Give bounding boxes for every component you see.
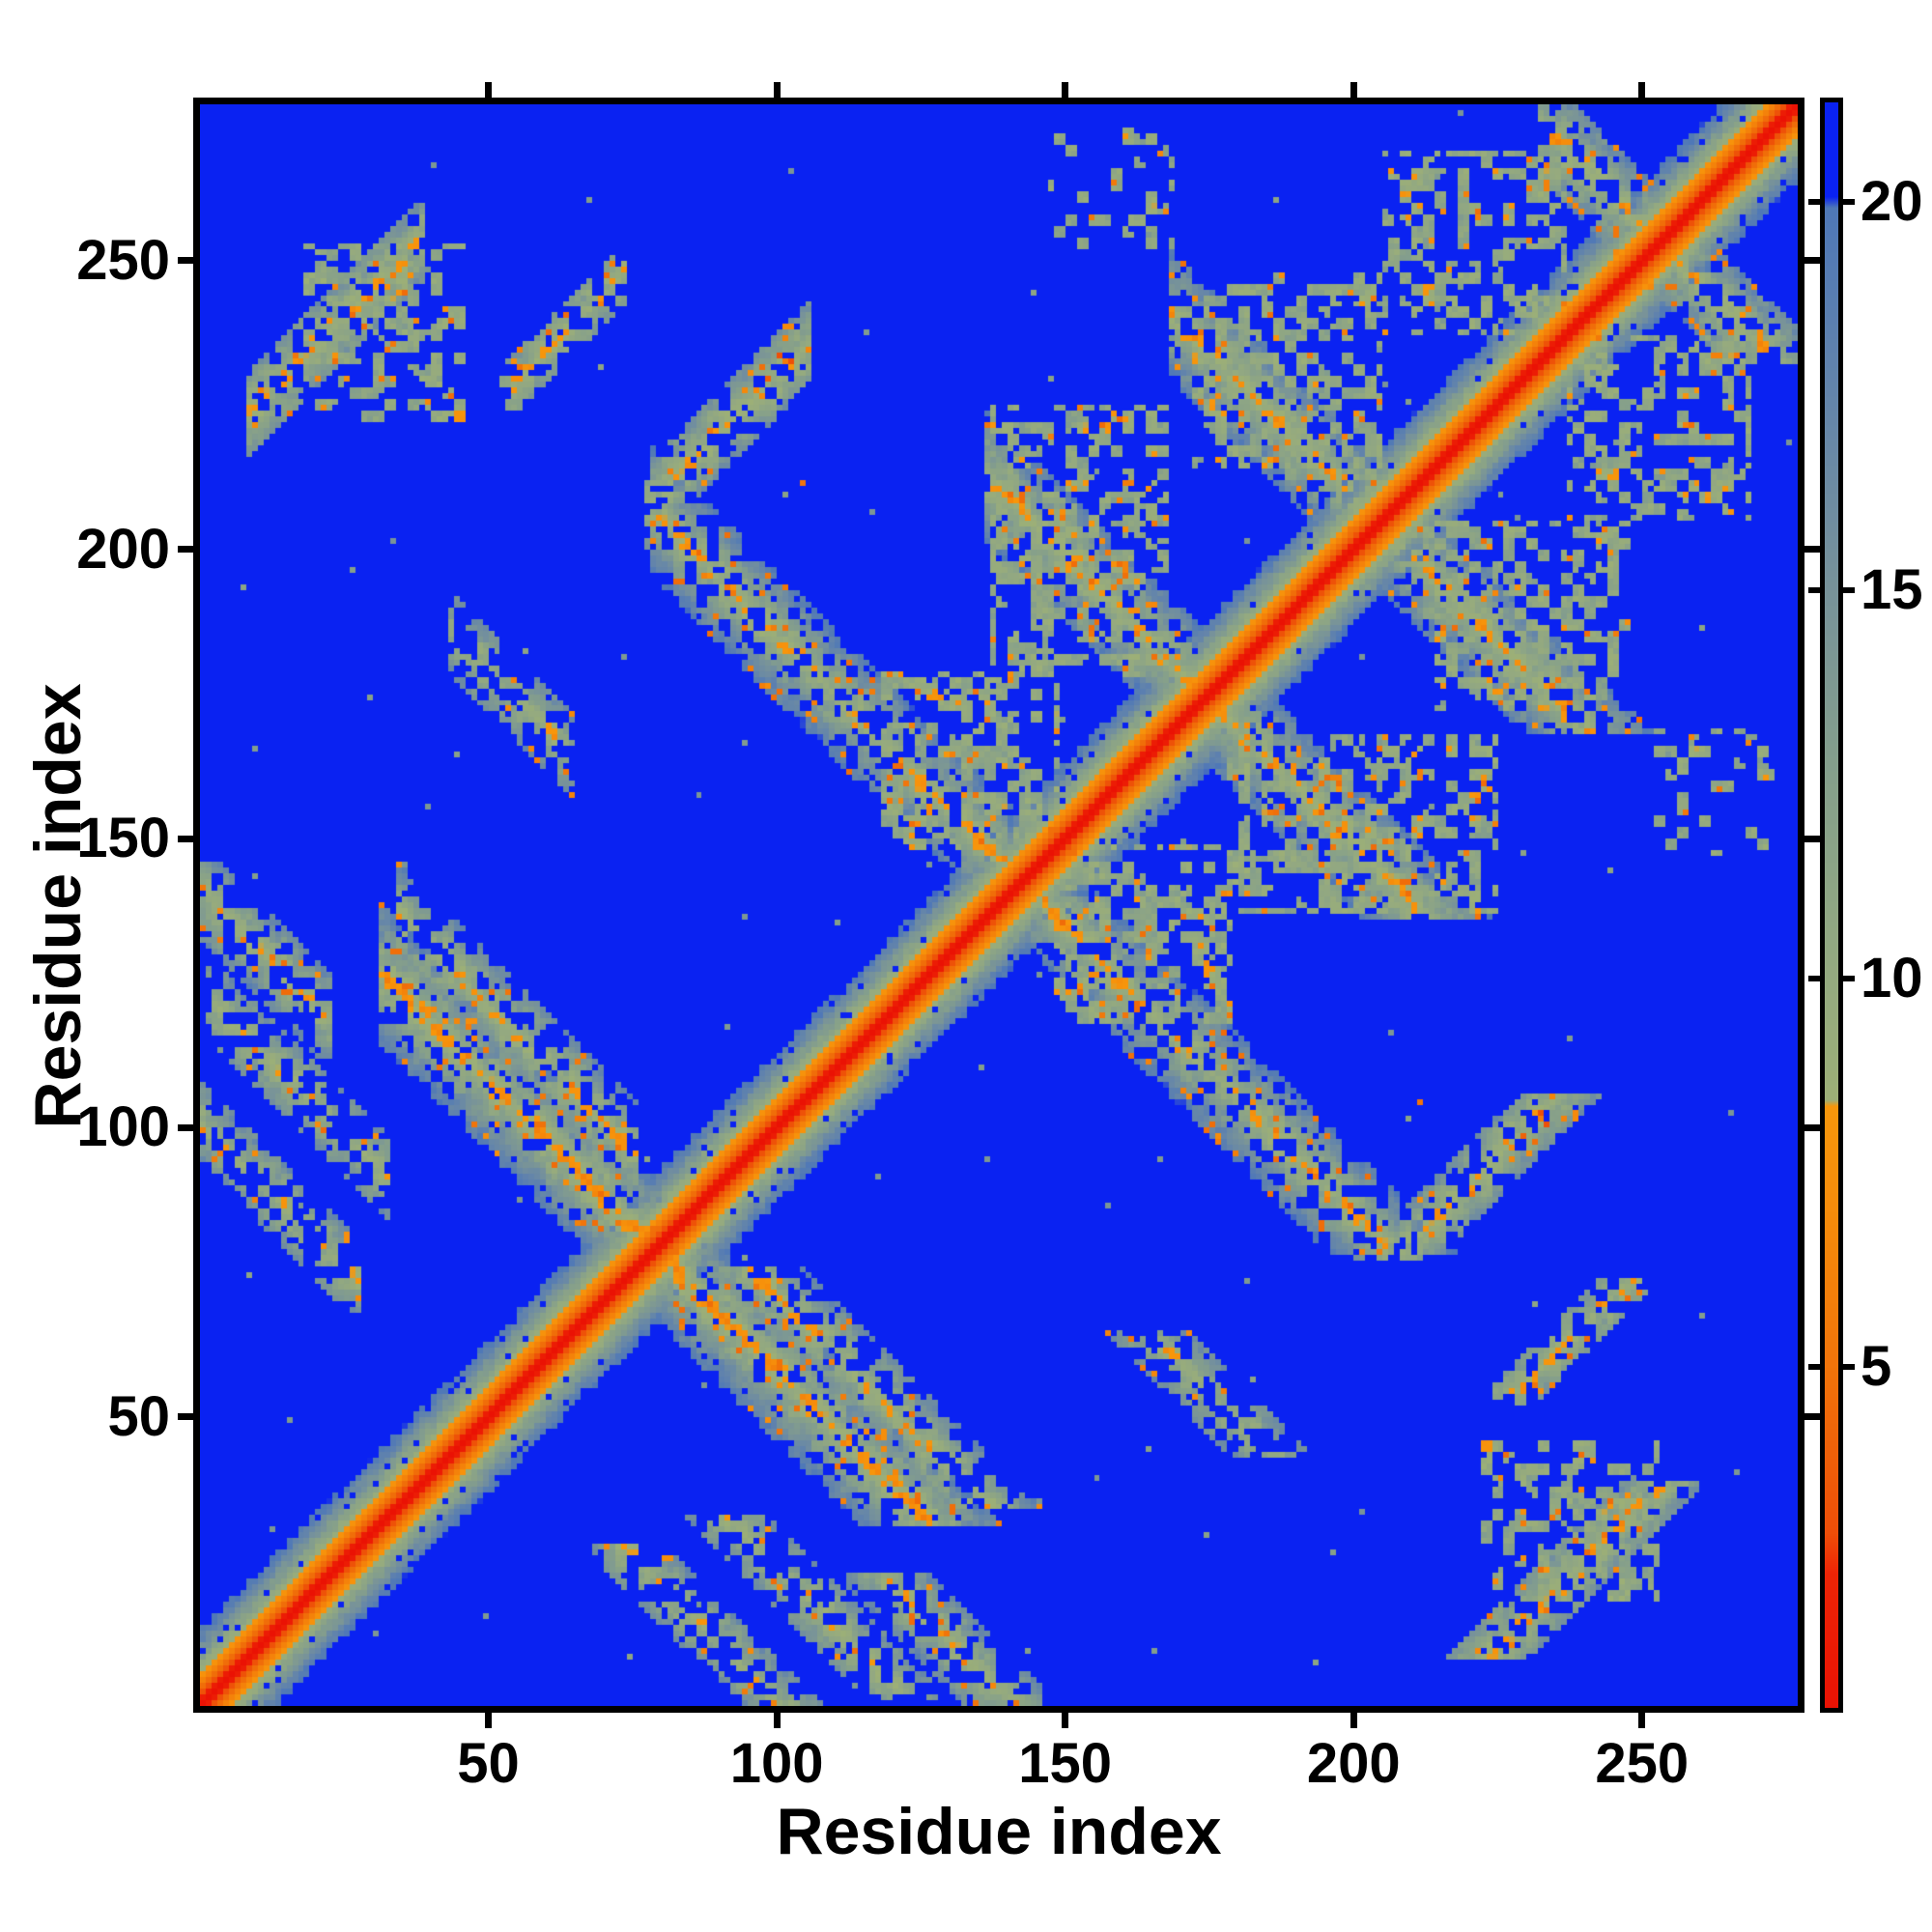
x-axis-tick-label: 150 bbox=[1018, 1732, 1113, 1795]
colorbar-frame bbox=[1820, 98, 1843, 1713]
y-axis-tick-label: 100 bbox=[76, 1095, 170, 1159]
axis-tick bbox=[1804, 1123, 1820, 1131]
y-axis-label: Residue index bbox=[21, 683, 95, 1129]
axis-tick bbox=[1843, 975, 1855, 981]
y-axis-tick-label: 250 bbox=[76, 228, 170, 292]
axis-tick bbox=[1808, 586, 1820, 593]
x-axis-tick-label: 50 bbox=[457, 1732, 520, 1795]
axis-tick bbox=[1808, 1364, 1820, 1371]
axis-tick bbox=[485, 82, 493, 98]
axis-tick bbox=[1843, 586, 1855, 593]
axis-tick bbox=[1350, 82, 1357, 98]
colorbar-tick-label: 20 bbox=[1861, 169, 1923, 233]
axis-tick bbox=[178, 1413, 193, 1421]
axis-tick bbox=[1062, 1713, 1069, 1728]
axis-tick bbox=[1808, 198, 1820, 205]
colorbar-tick-label: 10 bbox=[1861, 946, 1923, 1009]
axis-tick bbox=[1804, 546, 1820, 554]
axis-tick bbox=[1808, 975, 1820, 981]
y-axis-tick-label: 150 bbox=[76, 807, 170, 870]
axis-tick bbox=[773, 82, 781, 98]
colorbar-tick-label: 15 bbox=[1861, 557, 1923, 621]
y-axis-tick-label: 200 bbox=[76, 517, 170, 581]
axis-tick bbox=[178, 1123, 193, 1131]
axis-tick bbox=[1843, 198, 1855, 205]
axis-tick bbox=[1062, 82, 1069, 98]
colorbar-tick-label: 5 bbox=[1861, 1335, 1892, 1399]
axis-tick bbox=[773, 1713, 781, 1728]
axis-tick bbox=[178, 835, 193, 842]
axis-tick bbox=[1804, 257, 1820, 265]
x-axis-tick-label: 100 bbox=[729, 1732, 824, 1795]
x-axis-label: Residue index bbox=[776, 1795, 1222, 1868]
axis-tick bbox=[178, 257, 193, 265]
axis-tick bbox=[1843, 1364, 1855, 1371]
axis-tick bbox=[178, 546, 193, 554]
colorbar-gradient bbox=[1825, 102, 1838, 1708]
x-axis-tick-label: 250 bbox=[1595, 1732, 1690, 1795]
axis-tick bbox=[485, 1713, 493, 1728]
axis-tick bbox=[1638, 1713, 1646, 1728]
axis-tick bbox=[1804, 1413, 1820, 1421]
distance-map-heatmap bbox=[200, 104, 1798, 1706]
axis-tick bbox=[1804, 835, 1820, 842]
y-axis-tick-label: 50 bbox=[107, 1384, 170, 1448]
x-axis-tick-label: 200 bbox=[1306, 1732, 1401, 1795]
plot-frame bbox=[193, 98, 1804, 1713]
axis-tick bbox=[1350, 1713, 1357, 1728]
axis-tick bbox=[1638, 82, 1646, 98]
